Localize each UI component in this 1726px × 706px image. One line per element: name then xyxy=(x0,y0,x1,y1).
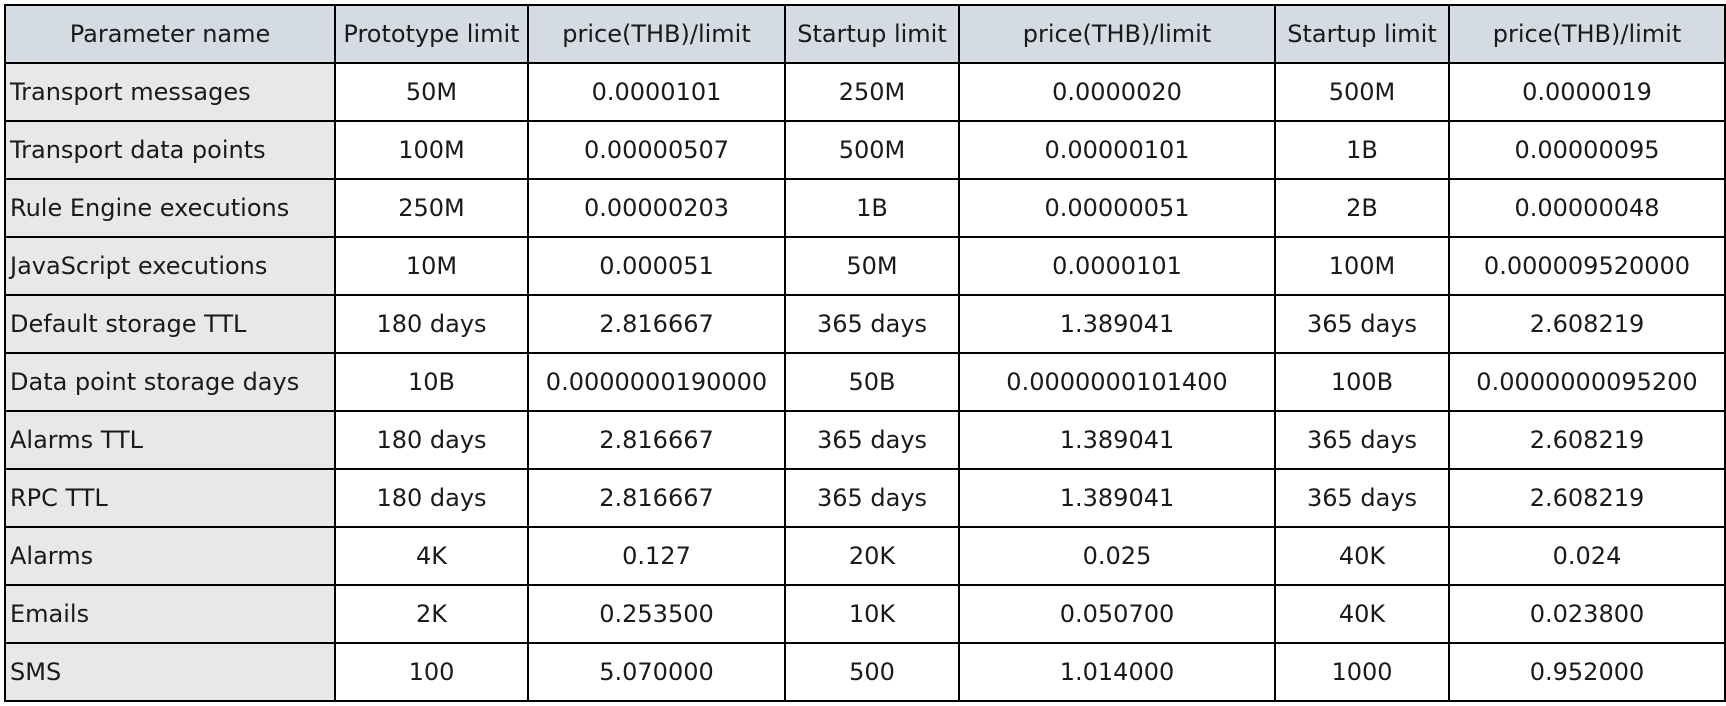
header-startup-price: price(THB)/limit xyxy=(958,4,1276,64)
startup-price-cell: 1.389041 xyxy=(958,294,1276,354)
startup-limit-cell: 500M xyxy=(784,120,960,180)
startup-limit-2-cell: 100M xyxy=(1274,236,1450,296)
startup-limit-cell: 365 days xyxy=(784,410,960,470)
table-row: Rule Engine executions 250M 0.00000203 1B 0.… xyxy=(4,178,1726,238)
startup-limit-cell: 250M xyxy=(784,62,960,122)
prototype-price-cell: 0.000051 xyxy=(527,236,786,296)
parameter-name-cell: JavaScript executions xyxy=(4,236,336,296)
prototype-limit-cell: 2K xyxy=(334,584,529,644)
header-row: Parameter name Prototype limit price(THB… xyxy=(4,4,1726,64)
startup-price-cell: 1.389041 xyxy=(958,468,1276,528)
startup-limit-2-cell: 40K xyxy=(1274,584,1450,644)
prototype-price-cell: 0.0000101 xyxy=(527,62,786,122)
parameter-name-cell: Rule Engine executions xyxy=(4,178,336,238)
startup-price-2-cell: 0.023800 xyxy=(1448,584,1726,644)
startup-limit-2-cell: 365 days xyxy=(1274,410,1450,470)
startup-price-2-cell: 2.608219 xyxy=(1448,468,1726,528)
startup-price-2-cell: 0.0000019 xyxy=(1448,62,1726,122)
header-startup-price-2: price(THB)/limit xyxy=(1448,4,1726,64)
table-row: Transport messages 50M 0.0000101 250M 0.0000… xyxy=(4,62,1726,122)
parameter-name-cell: Default storage TTL xyxy=(4,294,336,354)
parameter-name-cell: Transport messages xyxy=(4,62,336,122)
table-row: Data point storage days 10B 0.000000019000… xyxy=(4,352,1726,412)
prototype-limit-cell: 4K xyxy=(334,526,529,586)
parameter-name-cell: Emails xyxy=(4,584,336,644)
startup-price-cell: 0.0000020 xyxy=(958,62,1276,122)
header-prototype-price: price(THB)/limit xyxy=(527,4,786,64)
prototype-price-cell: 0.00000203 xyxy=(527,178,786,238)
parameter-name-cell: Data point storage days xyxy=(4,352,336,412)
prototype-limit-cell: 10M xyxy=(334,236,529,296)
header-startup-limit-2: Startup limit xyxy=(1274,4,1450,64)
startup-price-2-cell: 0.00000095 xyxy=(1448,120,1726,180)
startup-limit-2-cell: 1000 xyxy=(1274,642,1450,702)
startup-limit-cell: 365 days xyxy=(784,468,960,528)
prototype-price-cell: 0.127 xyxy=(527,526,786,586)
startup-price-2-cell: 0.0000000095200 xyxy=(1448,352,1726,412)
startup-price-2-cell: 0.952000 xyxy=(1448,642,1726,702)
startup-limit-cell: 50M xyxy=(784,236,960,296)
startup-limit-2-cell: 365 days xyxy=(1274,468,1450,528)
table-row: Emails 2K 0.253500 10K 0.050700 40K 0.023800 xyxy=(4,584,1726,644)
startup-limit-cell: 50B xyxy=(784,352,960,412)
table-body: Transport messages 50M 0.0000101 250M 0.0000… xyxy=(4,62,1726,702)
prototype-limit-cell: 180 days xyxy=(334,468,529,528)
startup-limit-cell: 365 days xyxy=(784,294,960,354)
table-row: Alarms 4K 0.127 20K 0.025 40K 0.024 xyxy=(4,526,1726,586)
startup-limit-2-cell: 1B xyxy=(1274,120,1450,180)
startup-price-2-cell: 2.608219 xyxy=(1448,294,1726,354)
parameter-name-cell: RPC TTL xyxy=(4,468,336,528)
prototype-price-cell: 0.253500 xyxy=(527,584,786,644)
startup-limit-2-cell: 2B xyxy=(1274,178,1450,238)
startup-price-cell: 0.0000000101400 xyxy=(958,352,1276,412)
startup-limit-cell: 500 xyxy=(784,642,960,702)
startup-price-cell: 0.00000051 xyxy=(958,178,1276,238)
prototype-price-cell: 2.816667 xyxy=(527,294,786,354)
table-row: Default storage TTL 180 days 2.816667 365 d… xyxy=(4,294,1726,354)
header-parameter-name: Parameter name xyxy=(4,4,336,64)
startup-price-2-cell: 0.024 xyxy=(1448,526,1726,586)
prototype-price-cell: 0.0000000190000 xyxy=(527,352,786,412)
parameter-name-cell: Transport data points xyxy=(4,120,336,180)
startup-price-2-cell: 0.000009520000 xyxy=(1448,236,1726,296)
startup-price-2-cell: 2.608219 xyxy=(1448,410,1726,470)
table-row: JavaScript executions 10M 0.000051 50M 0.000… xyxy=(4,236,1726,296)
parameter-name-cell: Alarms xyxy=(4,526,336,586)
prototype-limit-cell: 250M xyxy=(334,178,529,238)
table-row: Transport data points 100M 0.00000507 500M 0… xyxy=(4,120,1726,180)
startup-price-2-cell: 0.00000048 xyxy=(1448,178,1726,238)
startup-price-cell: 0.050700 xyxy=(958,584,1276,644)
prototype-limit-cell: 180 days xyxy=(334,294,529,354)
pricing-table-container: Parameter name Prototype limit price(THB… xyxy=(4,4,1726,702)
pricing-table: Parameter name Prototype limit price(THB… xyxy=(4,4,1726,702)
startup-limit-2-cell: 365 days xyxy=(1274,294,1450,354)
startup-limit-cell: 20K xyxy=(784,526,960,586)
prototype-limit-cell: 180 days xyxy=(334,410,529,470)
startup-price-cell: 0.00000101 xyxy=(958,120,1276,180)
startup-limit-2-cell: 40K xyxy=(1274,526,1450,586)
parameter-name-cell: SMS xyxy=(4,642,336,702)
header-startup-limit: Startup limit xyxy=(784,4,960,64)
prototype-limit-cell: 50M xyxy=(334,62,529,122)
prototype-limit-cell: 10B xyxy=(334,352,529,412)
startup-price-cell: 1.014000 xyxy=(958,642,1276,702)
startup-limit-2-cell: 500M xyxy=(1274,62,1450,122)
parameter-name-cell: Alarms TTL xyxy=(4,410,336,470)
startup-limit-cell: 1B xyxy=(784,178,960,238)
startup-limit-cell: 10K xyxy=(784,584,960,644)
prototype-limit-cell: 100 xyxy=(334,642,529,702)
startup-limit-2-cell: 100B xyxy=(1274,352,1450,412)
table-row: SMS 100 5.070000 500 1.014000 1000 0.952000 xyxy=(4,642,1726,702)
table-row: Alarms TTL 180 days 2.816667 365 days 1.3890… xyxy=(4,410,1726,470)
prototype-price-cell: 2.816667 xyxy=(527,410,786,470)
prototype-price-cell: 0.00000507 xyxy=(527,120,786,180)
startup-price-cell: 1.389041 xyxy=(958,410,1276,470)
table-row: RPC TTL 180 days 2.816667 365 days 1.389041 3… xyxy=(4,468,1726,528)
prototype-limit-cell: 100M xyxy=(334,120,529,180)
prototype-price-cell: 5.070000 xyxy=(527,642,786,702)
startup-price-cell: 0.0000101 xyxy=(958,236,1276,296)
prototype-price-cell: 2.816667 xyxy=(527,468,786,528)
header-prototype-limit: Prototype limit xyxy=(334,4,529,64)
startup-price-cell: 0.025 xyxy=(958,526,1276,586)
